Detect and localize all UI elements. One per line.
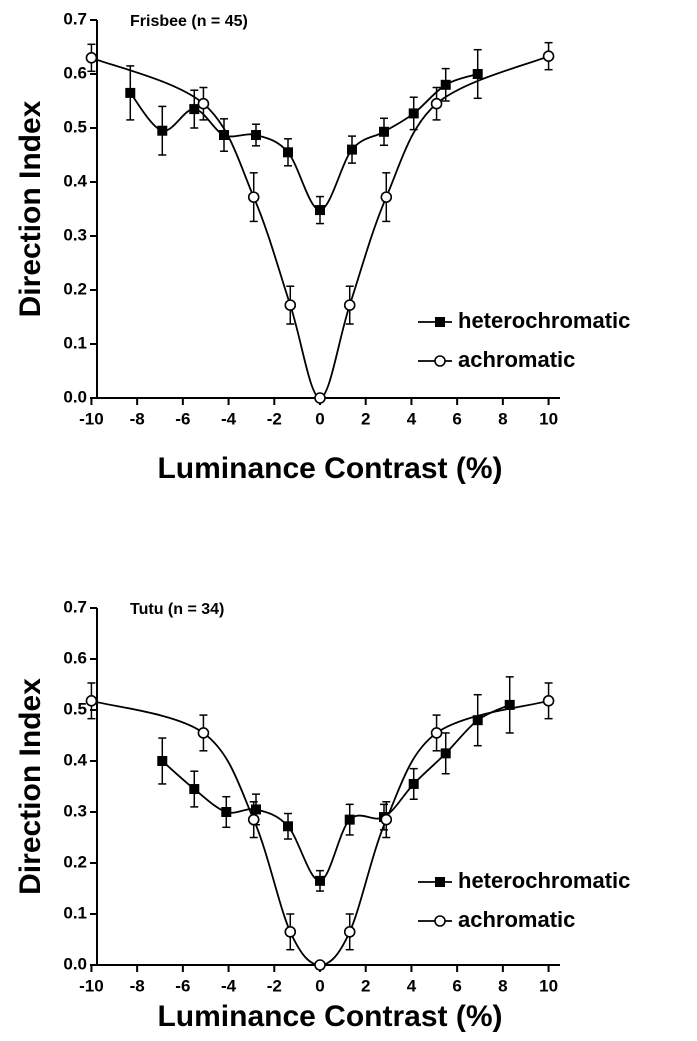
x-tick-label: 4 [407,976,417,995]
marker [284,299,297,311]
marker [251,804,261,815]
y-tick-label: 0.0 [63,954,87,973]
y-tick-label: 0.3 [63,801,87,820]
x-tick-label: -2 [267,409,282,428]
marker [197,97,210,110]
marker [189,784,200,795]
marker [314,959,326,971]
marker [284,926,297,938]
x-tick-label: 4 [407,409,417,428]
marker [283,821,293,832]
marker [434,915,446,927]
marker [408,108,419,119]
marker [435,317,445,327]
marker [251,130,261,141]
panel: 0.0 0.1 0.2 0.3 0.4 0.5 0.6 0.7 -10 -8 -6 -4 -2 0 2 4 6 8… [14,9,630,484]
x-tick-label: -8 [130,409,145,428]
marker [435,877,445,887]
x-tick-label: 0 [315,409,324,428]
legend-label: heterochromatic [458,868,630,893]
x-tick-label: 2 [361,409,370,428]
series-line [161,704,511,882]
marker [430,727,443,739]
marker [315,205,325,216]
marker [221,807,232,817]
marker [380,813,393,826]
marker [440,79,451,90]
y-tick-label: 0.4 [63,171,87,190]
y-tick-label: 0.6 [63,63,87,82]
y-tick-label: 0.1 [63,903,87,922]
marker [85,51,98,64]
y-axis-title: Direction Index [14,678,47,895]
panel: 0.0 0.1 0.2 0.3 0.4 0.5 0.6 0.7 -10 -8 -6 -4 -2 0 2 4 6 8… [14,597,630,1032]
marker [125,87,136,98]
legend-label: heterochromatic [458,308,630,333]
marker [197,727,210,739]
y-tick-label: 0.6 [63,648,87,667]
y-tick-label: 0.1 [63,333,87,352]
marker [379,126,389,137]
panel-title: Frisbee (n = 45) [130,13,248,30]
marker [380,191,393,203]
x-tick-label: -4 [221,409,237,428]
y-tick-label: 0.2 [63,279,87,298]
y-tick-label: 0.4 [63,750,87,769]
marker [315,875,325,886]
x-tick-label: 8 [498,976,507,995]
x-tick-label: -2 [267,976,282,995]
x-tick-label: 6 [452,409,461,428]
marker [440,748,451,759]
marker [247,813,260,826]
x-tick-label: -6 [175,976,190,995]
y-tick-label: 0.7 [63,597,87,616]
y-axis-title: Direction Index [14,100,47,317]
marker [189,104,200,115]
x-tick-label: 8 [498,409,507,428]
y-tick-label: 0.5 [63,117,87,136]
marker [344,814,355,825]
x-tick-label: 2 [361,976,370,995]
legend-label: achromatic [458,347,575,372]
x-tick-label: -4 [221,976,237,995]
marker [157,125,168,136]
marker [434,355,446,367]
y-tick-label: 0.3 [63,225,87,244]
marker [314,392,326,404]
x-tick-label: 10 [539,976,558,995]
marker [283,147,293,158]
x-axis-title: Luminance Contrast (%) [157,1000,502,1033]
marker [542,695,555,707]
marker [542,50,555,62]
x-tick-label: -10 [79,409,104,428]
marker [343,299,356,311]
series-line [129,73,479,211]
x-tick-label: 10 [539,409,558,428]
marker [472,69,483,79]
marker [408,778,419,789]
marker [504,699,515,710]
x-tick-label: -6 [175,409,190,428]
y-tick-label: 0.2 [63,852,87,871]
marker [157,756,168,766]
y-tick-label: 0.7 [63,9,87,28]
marker [85,695,98,707]
marker [247,191,260,203]
y-tick-label: 0.0 [63,387,87,406]
marker [343,926,356,938]
x-tick-label: -10 [79,976,104,995]
legend-label: achromatic [458,907,575,932]
marker [347,144,357,155]
x-tick-label: 0 [315,976,324,995]
panel-title: Tutu (n = 34) [130,601,224,618]
marker [430,97,443,110]
marker [472,715,483,726]
y-tick-label: 0.5 [63,699,87,718]
x-tick-label: -8 [130,976,145,995]
marker [219,130,229,141]
x-tick-label: 6 [452,976,461,995]
x-axis-title: Luminance Contrast (%) [157,452,502,485]
